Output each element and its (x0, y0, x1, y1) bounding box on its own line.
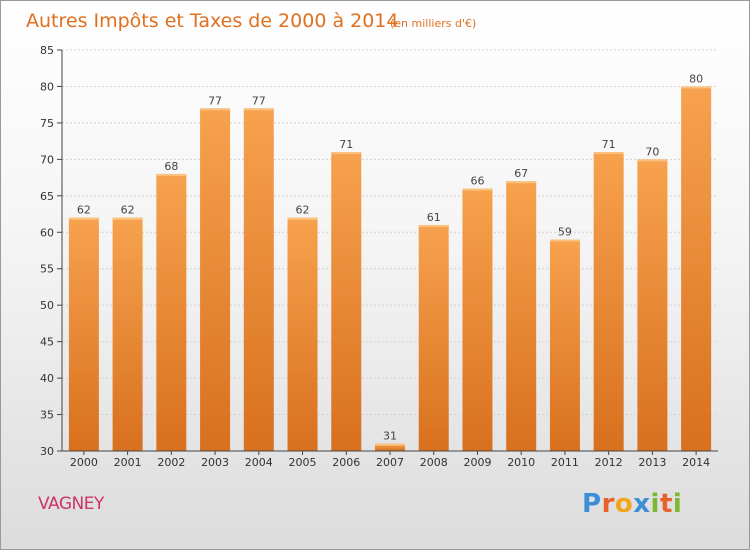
x-tick-label-2002: 2002 (157, 456, 185, 469)
x-tick-label-2010: 2010 (507, 456, 535, 469)
data-label-2008: 61 (427, 211, 441, 224)
place-name: VAGNEY (38, 494, 104, 514)
bar-2010 (506, 181, 537, 451)
data-label-2013: 70 (645, 145, 659, 158)
bar-2014 (681, 86, 712, 452)
bars (68, 86, 712, 452)
logo-letter: i (650, 489, 660, 519)
data-label-2005: 62 (296, 204, 310, 217)
logo-letter: P (582, 489, 602, 519)
bar-2008 (418, 224, 449, 451)
data-label-2004: 77 (252, 94, 266, 107)
bar-2005 (287, 217, 318, 451)
data-label-2001: 62 (121, 204, 135, 217)
bar-top-highlight (156, 173, 187, 176)
bar-top-highlight (681, 86, 712, 89)
data-labels: 62 62 68 77 77 62 71 31 61 66 67 59 71 70 80 (77, 72, 703, 442)
data-label-2003: 77 (208, 94, 222, 107)
data-label-2002: 68 (164, 160, 178, 173)
bar-2012 (593, 152, 624, 451)
y-tick-label: 70 (40, 153, 54, 166)
y-tick-label: 65 (40, 190, 54, 203)
proxiti-logo: Proxiti (582, 489, 682, 519)
logo-letter: i (672, 489, 683, 519)
data-label-2011: 59 (558, 226, 572, 239)
bar-top-highlight (506, 181, 537, 184)
y-tick-label: 75 (40, 117, 54, 130)
x-tick-label-2014: 2014 (682, 456, 710, 469)
y-tick-label: 80 (40, 80, 54, 93)
x-tick-label-2009: 2009 (463, 456, 491, 469)
chart-title: Autres Impôts et Taxes de 2000 à 2014 (26, 10, 399, 32)
bar-2011 (549, 239, 580, 451)
bar-top-highlight (549, 239, 580, 242)
y-tick-label: 55 (40, 263, 54, 276)
axes: 30 35 40 45 50 55 60 65 70 75 80 85 2000 2001 2002 2003… (40, 44, 718, 469)
logo-letter: r (601, 489, 615, 519)
y-tick-label: 35 (40, 409, 54, 422)
y-tick-label: 85 (40, 44, 54, 57)
x-tick-label-2003: 2003 (201, 456, 229, 469)
bar-top-highlight (462, 188, 493, 191)
bar-top-highlight (200, 108, 231, 111)
bar-2004 (243, 108, 274, 451)
y-tick-label: 40 (40, 372, 54, 385)
logo-letter: t (659, 489, 673, 519)
bar-2007 (375, 443, 405, 451)
data-label-2009: 66 (470, 175, 484, 188)
x-tick-label-2012: 2012 (595, 456, 623, 469)
bar-2009 (462, 188, 493, 451)
bar-2002 (156, 173, 187, 452)
x-tick-label-2005: 2005 (289, 456, 317, 469)
bar-top-highlight (593, 152, 624, 155)
data-label-2010: 67 (514, 167, 528, 180)
chart-subtitle: (en milliers d'€) (390, 17, 476, 30)
bar-top-highlight (418, 224, 449, 227)
bar-2000 (68, 217, 99, 451)
x-tick-label-2008: 2008 (420, 456, 448, 469)
bar-top-highlight (331, 152, 362, 155)
x-tick-label-2007: 2007 (376, 456, 404, 469)
bar-top-highlight (68, 217, 99, 220)
x-tick-label-2000: 2000 (70, 456, 98, 469)
data-label-2012: 71 (602, 138, 616, 151)
data-label-2000: 62 (77, 204, 91, 217)
x-tick-label-2011: 2011 (551, 456, 579, 469)
x-tick-label-2013: 2013 (638, 456, 666, 469)
bar-2006 (331, 152, 362, 451)
bar-2001 (112, 217, 143, 451)
y-tick-label: 30 (40, 445, 54, 458)
x-tick-label-2001: 2001 (114, 456, 142, 469)
y-tick-label: 45 (40, 336, 54, 349)
bar-top-highlight (375, 443, 405, 446)
y-tick-label: 60 (40, 226, 54, 239)
bar-top-highlight (112, 217, 143, 220)
bar-top-highlight (287, 217, 318, 220)
y-tick-label: 50 (40, 299, 54, 312)
x-tick-label-2004: 2004 (245, 456, 273, 469)
bar-2003 (200, 108, 231, 451)
bar-top-highlight (637, 159, 668, 162)
bar-top-highlight (243, 108, 274, 111)
logo-letter: x (633, 489, 651, 519)
data-label-2007: 31 (383, 430, 397, 443)
data-label-2006: 71 (339, 138, 353, 151)
x-tick-label-2006: 2006 (332, 456, 360, 469)
bar-2013 (637, 159, 668, 451)
logo-letter: o (614, 489, 634, 519)
data-label-2014: 80 (689, 72, 703, 85)
